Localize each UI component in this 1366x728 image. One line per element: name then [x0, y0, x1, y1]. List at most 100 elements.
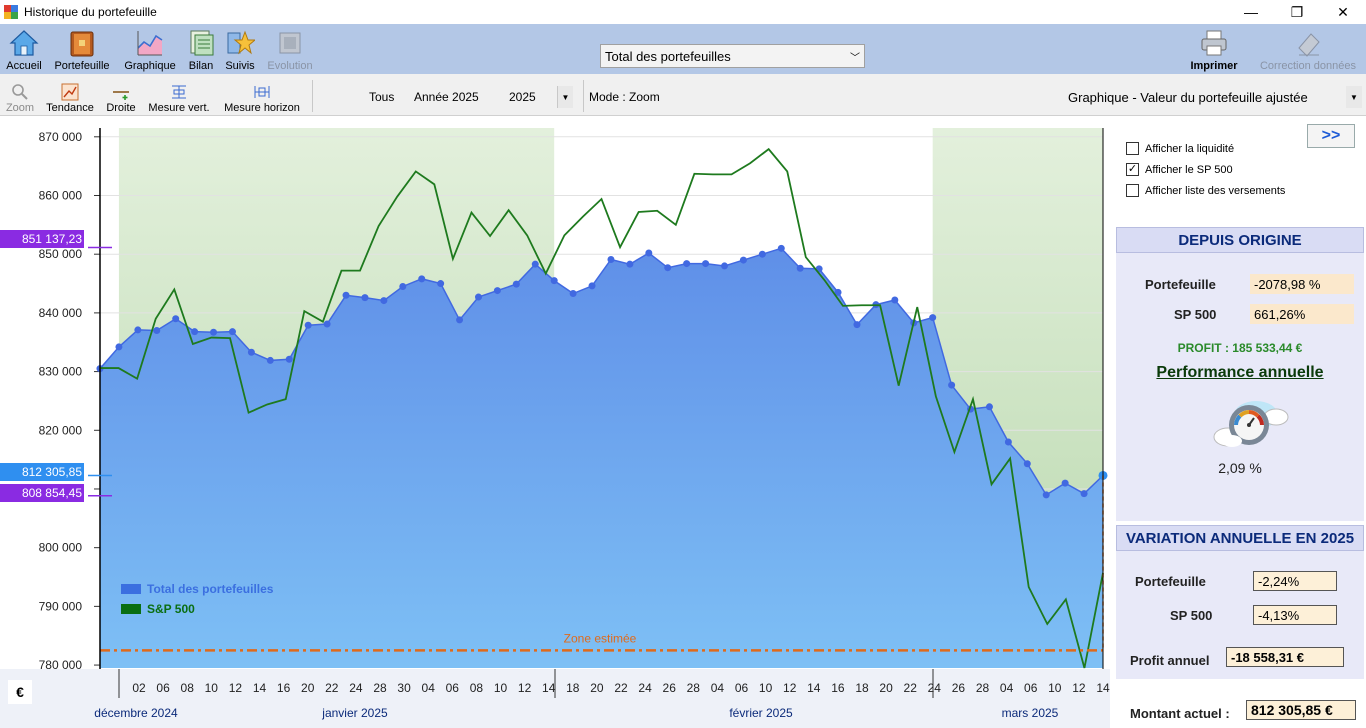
- x-tick-label-27: 12: [783, 681, 797, 695]
- portfolio-point: [853, 321, 861, 329]
- portfolio-select[interactable]: Total des portefeuilles ﹀: [600, 44, 865, 68]
- portfolio-point: [418, 275, 426, 283]
- bilan-button[interactable]: Bilan: [184, 24, 218, 74]
- checkbox-liquidite[interactable]: Afficher la liquidité: [1126, 142, 1234, 155]
- tendance-button[interactable]: Tendance: [42, 78, 98, 114]
- graphique-button[interactable]: Graphique: [120, 24, 180, 74]
- annee-button[interactable]: Année 2025: [414, 90, 479, 104]
- checkbox-box[interactable]: [1126, 142, 1139, 155]
- x-tick-label-5: 14: [253, 681, 267, 695]
- checkbox-box[interactable]: [1126, 184, 1139, 197]
- magnifier-icon: [12, 84, 28, 100]
- depuis-origine-header: DEPUIS ORIGINE: [1116, 227, 1364, 253]
- x-tick-label-39: 12: [1072, 681, 1086, 695]
- expand-button[interactable]: >>: [1307, 124, 1355, 148]
- checkbox-box-checked[interactable]: ✓: [1126, 163, 1139, 176]
- print-button[interactable]: Imprimer: [1188, 24, 1240, 74]
- dropdown-arrow-icon: ▼: [557, 86, 573, 108]
- minimize-button[interactable]: —: [1244, 4, 1258, 20]
- portfolio-point: [758, 250, 766, 258]
- suivis-button[interactable]: Suivis: [222, 24, 258, 74]
- portfolio-point: [739, 256, 747, 264]
- x-tick-label-9: 24: [349, 681, 363, 695]
- chart-area[interactable]: 870 000 860 000 850 000 840 000 830 000 820 0…: [0, 116, 1110, 728]
- portefeuille-origine-value: -2078,98 %: [1250, 274, 1354, 294]
- accueil-button[interactable]: Accueil: [4, 24, 44, 74]
- portfolio-point: [550, 277, 558, 285]
- droite-button[interactable]: Droite: [102, 78, 140, 114]
- x-tick-label-31: 20: [879, 681, 893, 695]
- x-tick-label-18: 18: [566, 681, 580, 695]
- portfolio-point: [777, 244, 785, 252]
- x-tick-label-10: 28: [373, 681, 387, 695]
- mesure-vert-button[interactable]: Mesure vert.: [144, 78, 214, 114]
- x-tick-label-16: 12: [518, 681, 532, 695]
- portfolio-point: [399, 282, 407, 290]
- printer-icon: [1201, 30, 1227, 56]
- x-tick-label-29: 16: [831, 681, 845, 695]
- variation-section: Portefeuille -2,24% SP 500 -4,13% Profit…: [1116, 551, 1364, 679]
- legend-label-1: S&P 500: [147, 602, 195, 616]
- sp500-origine-value: 661,26%: [1250, 304, 1354, 324]
- portfolio-point: [266, 356, 274, 364]
- portfolio-point: [664, 264, 672, 272]
- portfolio-point: [1023, 460, 1031, 468]
- legend-swatch-1: [121, 604, 141, 614]
- graph-type-select[interactable]: Graphique - Valeur du portefeuille ajust…: [1062, 86, 1362, 108]
- month-label-1: janvier 2025: [321, 706, 388, 720]
- portfolio-point: [1080, 490, 1088, 498]
- main-toolbar: Accueil Portefeuille Graphique: [0, 24, 1366, 74]
- performance-annuelle-link[interactable]: Performance annuelle: [1156, 364, 1324, 381]
- zoom-button: Zoom: [2, 78, 38, 114]
- portfolio-point: [191, 328, 199, 336]
- portfolio-point: [985, 403, 993, 411]
- portfolio-chart[interactable]: 870 000 860 000 850 000 840 000 830 000 820 0…: [0, 116, 1110, 728]
- close-button[interactable]: ✕: [1337, 3, 1349, 20]
- portfolio-point: [323, 320, 331, 328]
- portfolio-point: [569, 290, 577, 298]
- portfolio-point: [493, 287, 501, 295]
- line-tool-icon: [113, 91, 129, 100]
- x-tick-label-19: 20: [590, 681, 604, 695]
- sp500-line: [100, 147, 1104, 669]
- portfolio-point: [834, 288, 842, 296]
- maximize-button[interactable]: ❐: [1290, 3, 1304, 20]
- x-tick-label-2: 08: [181, 681, 195, 695]
- portfolio-point: [115, 343, 123, 351]
- profit-annuel-value: -18 558,31 €: [1226, 647, 1344, 667]
- x-tick-label-6: 16: [277, 681, 291, 695]
- depuis-origine-section: Portefeuille -2078,98 % SP 500 661,26% P…: [1116, 253, 1364, 521]
- portfolio-point: [361, 294, 369, 302]
- chart-icon: [137, 31, 163, 56]
- variation-header: VARIATION ANNUELLE EN 2025: [1116, 525, 1364, 551]
- chevron-down-icon: ﹀: [850, 53, 860, 64]
- x-tick-label-8: 22: [325, 681, 339, 695]
- performance-gauge-icon: [1213, 401, 1289, 447]
- x-tick-label-0: 02: [132, 681, 146, 695]
- y-tick-label-9: 780 000: [39, 658, 83, 672]
- top-value-label: 851 137,23: [0, 230, 84, 248]
- dropdown-arrow-icon: ▼: [1346, 86, 1362, 108]
- x-tick-label-35: 28: [976, 681, 990, 695]
- year-select[interactable]: 2025 ▼: [503, 86, 573, 108]
- x-tick-label-11: 30: [397, 681, 411, 695]
- mesure-horizon-button[interactable]: Mesure horizon: [218, 78, 306, 114]
- portfolio-point: [796, 264, 804, 272]
- portfolio-point: [626, 260, 634, 268]
- portfolio-point: [683, 260, 691, 268]
- mode-label: Mode : Zoom: [589, 90, 660, 104]
- checkbox-sp500[interactable]: ✓ Afficher le SP 500: [1126, 163, 1233, 176]
- x-tick-label-1: 06: [156, 681, 170, 695]
- y-tick-label-1: 860 000: [39, 189, 83, 203]
- portfolio-point: [134, 326, 142, 334]
- tous-button[interactable]: Tous: [369, 90, 395, 104]
- y-tick-label-8: 790 000: [39, 599, 83, 613]
- x-tick-label-36: 04: [1000, 681, 1014, 695]
- checkbox-versements[interactable]: Afficher liste des versements: [1126, 184, 1285, 197]
- correction-button: Correction données: [1254, 24, 1362, 74]
- portfolio-point: [512, 280, 520, 288]
- portfolio-point: [929, 314, 937, 322]
- portefeuille-button[interactable]: Portefeuille: [50, 24, 114, 74]
- x-tick-label-3: 10: [205, 681, 219, 695]
- title-bar: Historique du portefeuille — ❐ ✕: [0, 0, 1366, 24]
